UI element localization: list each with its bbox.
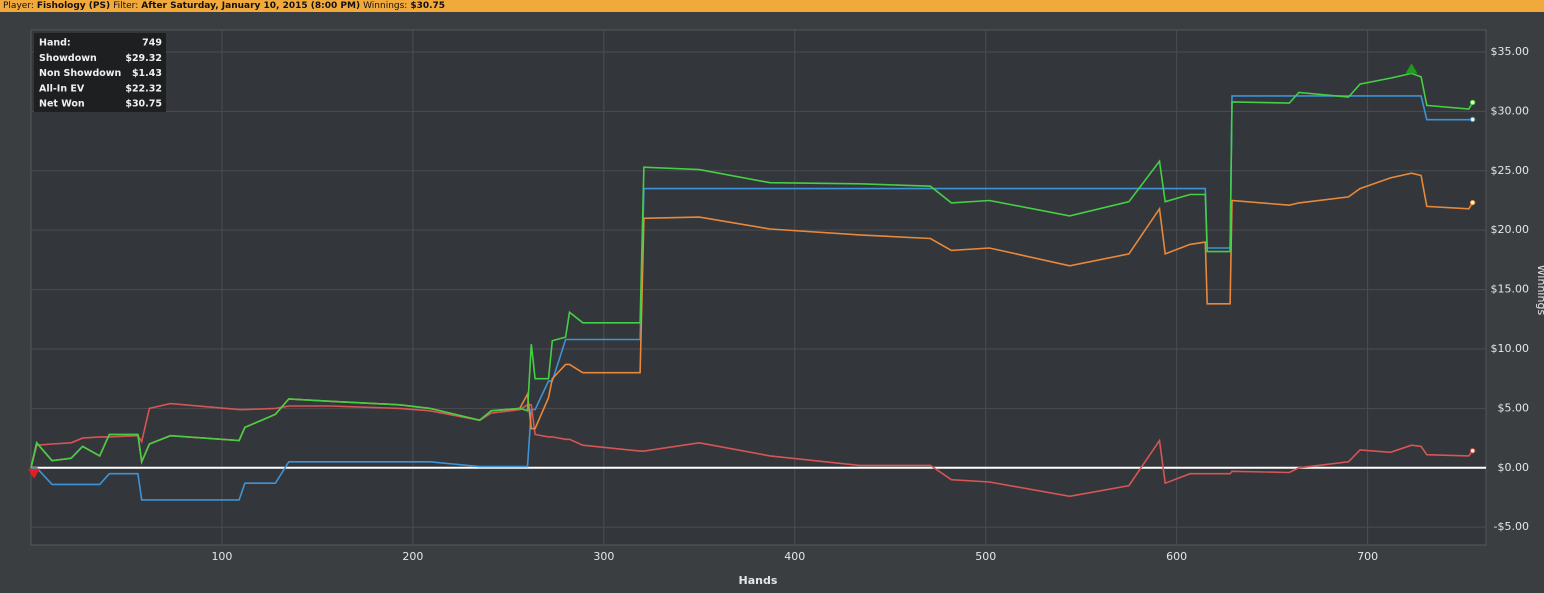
x-tick-label: 100 <box>211 550 232 563</box>
hand-label: Hand: <box>39 38 71 49</box>
y-tick-label: $5.00 <box>1498 401 1530 414</box>
y-axis-label: Winnings <box>1535 265 1544 316</box>
filter: After Saturday, January 10, 2015 (8:00 P… <box>141 1 361 11</box>
x-tick-label: 300 <box>593 550 614 563</box>
end-point <box>1469 448 1476 454</box>
header-bar: Player: Fishology (PS) Filter: After Saturd… <box>0 0 1544 12</box>
min-marker <box>28 468 40 479</box>
legend-value: $29.32 <box>125 53 162 64</box>
end-point <box>1469 199 1476 206</box>
series-line <box>31 95 1473 501</box>
y-tick-label: $25.00 <box>1491 164 1530 177</box>
y-tick-label: $0.00 <box>1498 461 1530 474</box>
y-tick-label: $10.00 <box>1491 342 1530 355</box>
hand-value: 749 <box>142 38 162 49</box>
player-label: Player: <box>3 1 34 11</box>
legend-label: All-In EV <box>39 83 85 94</box>
x-axis-label: Hands <box>739 574 778 587</box>
legend-label: Non Showdown <box>39 68 122 79</box>
legend-label: Net Won <box>39 99 85 110</box>
series-line <box>30 402 1474 498</box>
x-tick-label: 600 <box>1166 550 1187 563</box>
player: Fishology (PS) <box>36 1 111 11</box>
legend-value: $1.43 <box>132 68 162 79</box>
legend-label: Showdown <box>39 53 97 64</box>
x-tick-label: 500 <box>975 550 996 563</box>
end-point <box>1469 99 1476 106</box>
y-tick-label: $15.00 <box>1491 283 1530 296</box>
legend-value: $30.75 <box>125 99 162 110</box>
y-tick-label: -$5.00 <box>1494 520 1529 533</box>
x-tick-label: 200 <box>402 550 423 563</box>
x-tick-label: 700 <box>1357 550 1378 563</box>
winnings-label: Winnings: <box>363 1 408 11</box>
y-tick-label: $35.00 <box>1491 45 1530 58</box>
filter-label: Filter: <box>113 1 139 11</box>
info-box <box>34 33 166 112</box>
series-line <box>30 72 1474 468</box>
winnings: $30.75 <box>410 1 446 11</box>
end-point <box>1469 116 1476 123</box>
x-tick-label: 400 <box>784 550 805 563</box>
legend-value: $22.32 <box>125 83 162 94</box>
y-tick-label: $30.00 <box>1491 104 1530 117</box>
max-marker <box>1405 63 1418 74</box>
plot-area <box>30 29 1487 546</box>
y-tick-label: $20.00 <box>1491 223 1530 236</box>
